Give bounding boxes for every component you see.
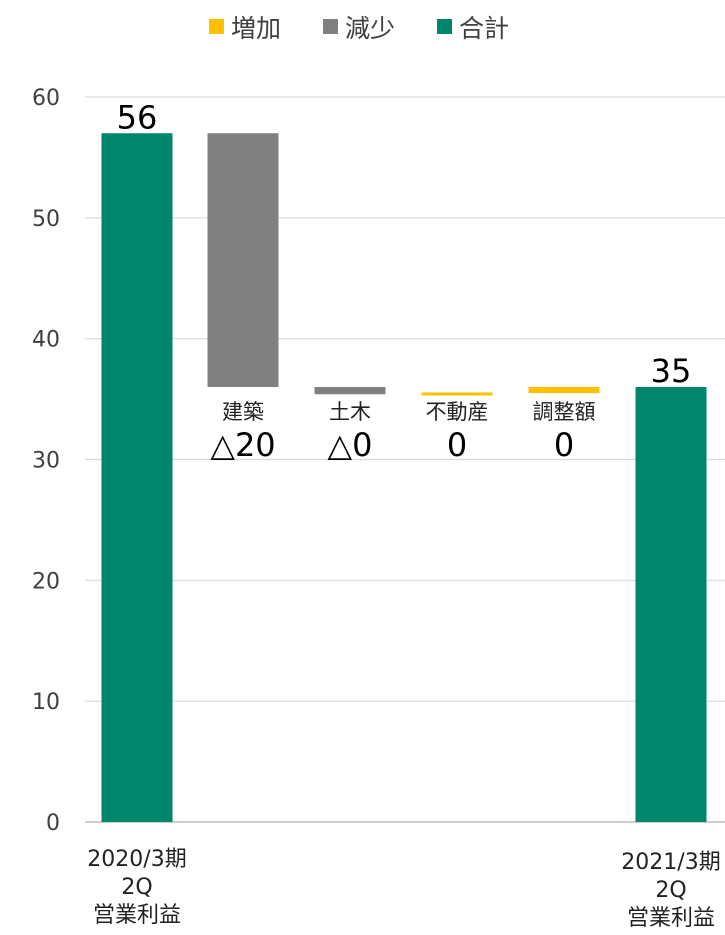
total-bar — [101, 133, 173, 822]
x-category-label: 2021/3期 — [621, 850, 720, 875]
y-tick-label: 10 — [32, 690, 60, 715]
segment-value-label: △0 — [328, 426, 373, 464]
segment-name-label: 土木 — [329, 400, 371, 424]
increase-bar — [421, 392, 493, 396]
gridlines — [85, 96, 725, 823]
bar-value-label: 35 — [651, 352, 692, 390]
y-tick-label: 40 — [32, 328, 60, 353]
x-category-label: 営業利益 — [627, 906, 715, 931]
segment-value-label: 0 — [447, 426, 467, 464]
x-category-label: 2Q — [121, 875, 152, 900]
legend-label: 減少 — [345, 14, 395, 43]
bars — [101, 133, 707, 822]
y-axis-ticks: 0 10 20 30 40 50 60 — [32, 86, 60, 836]
decrease-bar — [207, 133, 279, 387]
segment-name-label: 調整額 — [533, 400, 596, 424]
segment-name-label: 不動産 — [426, 400, 489, 424]
legend-label: 増加 — [231, 14, 281, 43]
legend-swatch — [209, 19, 224, 34]
y-tick-label: 30 — [32, 449, 60, 474]
y-tick-label: 0 — [46, 811, 60, 836]
x-category-label: 営業利益 — [93, 903, 181, 928]
segment-value-label: 0 — [554, 426, 574, 464]
y-tick-label: 20 — [32, 569, 60, 594]
legend-swatch — [437, 19, 452, 34]
legend-swatch — [323, 19, 338, 34]
total-bar — [635, 387, 707, 822]
bar-labels: 562020/3期2Q営業利益建築△20土木△0不動産0調整額0352021/3… — [87, 98, 720, 931]
segment-value-label: △20 — [210, 426, 275, 464]
increase-bar — [528, 387, 600, 394]
bar-value-label: 56 — [117, 98, 158, 136]
y-tick-label: 50 — [32, 207, 60, 232]
y-tick-label: 60 — [32, 86, 60, 111]
legend-label: 合計 — [459, 14, 509, 43]
segment-name-label: 建築 — [222, 400, 264, 424]
x-category-label: 2020/3期 — [87, 847, 186, 872]
legend: 増加 減少 合計 — [209, 14, 509, 43]
x-category-label: 2Q — [655, 878, 686, 903]
decrease-bar — [314, 387, 386, 395]
